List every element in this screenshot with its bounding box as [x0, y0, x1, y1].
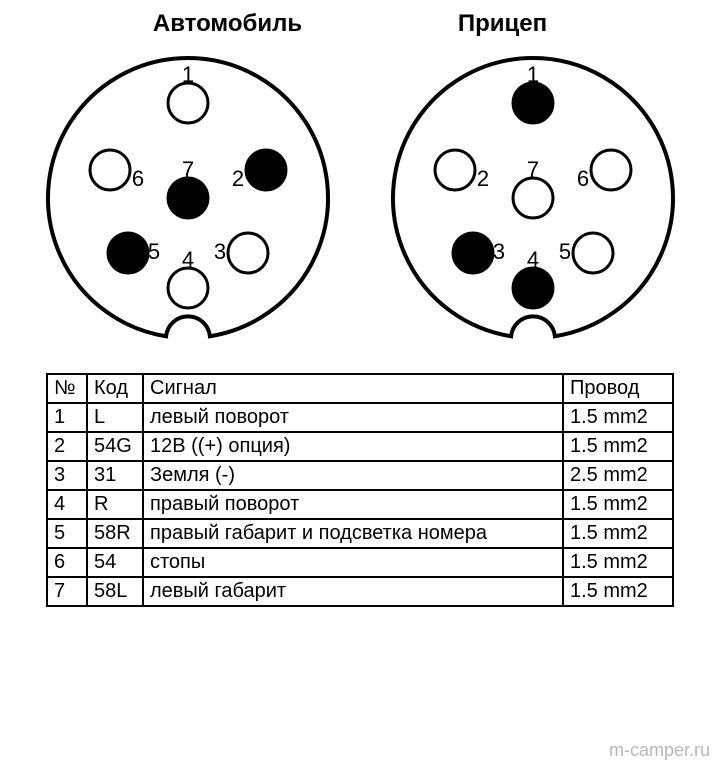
cell-n: 7: [47, 577, 87, 606]
cell-n: 3: [47, 461, 87, 490]
cell-code: R: [87, 490, 143, 519]
watermark: m-camper.ru: [609, 740, 710, 761]
cell-signal: стопы: [143, 548, 563, 577]
cell-n: 4: [47, 490, 87, 519]
pin-label-1: 1: [526, 62, 538, 87]
pin-label-6: 6: [131, 166, 143, 191]
cell-wire: 1.5 mm2: [563, 519, 673, 548]
pin-4: [513, 268, 553, 308]
pin-2: [246, 150, 286, 190]
th-signal: Сигнал: [143, 374, 563, 403]
cell-n: 5: [47, 519, 87, 548]
titles-row: Автомобиль Прицеп: [15, 10, 705, 38]
pinout-table: № Код Сигнал Провод 1Lлевый поворот1.5 m…: [46, 373, 674, 607]
pin-label-3: 3: [213, 239, 225, 264]
cell-n: 1: [47, 403, 87, 432]
cell-code: 54: [87, 548, 143, 577]
cell-signal: правый габарит и подсветка номера: [143, 519, 563, 548]
cell-code: 58R: [87, 519, 143, 548]
pin-7: [513, 178, 553, 218]
title-car: Автомобиль: [153, 10, 302, 38]
th-n: №: [47, 374, 87, 403]
cell-signal: левый поворот: [143, 403, 563, 432]
pin-label-2: 2: [476, 166, 488, 191]
th-code: Код: [87, 374, 143, 403]
table-row: 331Земля (-)2.5 mm2: [47, 461, 673, 490]
cell-signal: правый поворот: [143, 490, 563, 519]
pin-label-5: 5: [558, 239, 570, 264]
pin-3: [228, 233, 268, 273]
cell-code: 58L: [87, 577, 143, 606]
cell-signal: левый габарит: [143, 577, 563, 606]
connector-trailer: 1 2 345 6 7: [383, 48, 683, 348]
pin-5: [108, 233, 148, 273]
cell-wire: 2.5 mm2: [563, 461, 673, 490]
pin-label-5: 5: [147, 239, 159, 264]
pin-6: [90, 150, 130, 190]
pin-label-6: 6: [576, 166, 588, 191]
th-wire: Провод: [563, 374, 673, 403]
cell-n: 6: [47, 548, 87, 577]
pin-label-7: 7: [526, 157, 538, 182]
pin-label-2: 2: [231, 166, 243, 191]
table-row: 758Lлевый габарит1.5 mm2: [47, 577, 673, 606]
table-row: 654стопы1.5 mm2: [47, 548, 673, 577]
cell-signal: 12В ((+) опция): [143, 432, 563, 461]
table-row: 254G12В ((+) опция)1.5 mm2: [47, 432, 673, 461]
cell-wire: 1.5 mm2: [563, 577, 673, 606]
title-trailer: Прицеп: [458, 10, 547, 38]
pin-5: [573, 233, 613, 273]
connector-car: 1 2 345 6 7: [38, 48, 338, 348]
connector-car-svg: 1 2 345 6 7: [38, 48, 338, 348]
pin-label-4: 4: [181, 247, 193, 272]
pin-label-3: 3: [492, 239, 504, 264]
table-header-row: № Код Сигнал Провод: [47, 374, 673, 403]
table-row: 1Lлевый поворот1.5 mm2: [47, 403, 673, 432]
table-row: 4Rправый поворот1.5 mm2: [47, 490, 673, 519]
diagrams-row: 1234567 1234567: [15, 48, 705, 348]
pin-label-1: 1: [181, 62, 193, 87]
cell-wire: 1.5 mm2: [563, 548, 673, 577]
pin-4: [168, 268, 208, 308]
pin-label-7: 7: [181, 157, 193, 182]
pin-2: [435, 150, 475, 190]
pin-6: [591, 150, 631, 190]
cell-code: L: [87, 403, 143, 432]
table-row: 558Rправый габарит и подсветка номера1.5…: [47, 519, 673, 548]
cell-n: 2: [47, 432, 87, 461]
cell-code: 31: [87, 461, 143, 490]
pin-1: [168, 83, 208, 123]
cell-code: 54G: [87, 432, 143, 461]
cell-signal: Земля (-): [143, 461, 563, 490]
pin-1: [513, 83, 553, 123]
pin-7: [168, 178, 208, 218]
cell-wire: 1.5 mm2: [563, 403, 673, 432]
connector-trailer-svg: 1 2 345 6 7: [383, 48, 683, 348]
pin-3: [453, 233, 493, 273]
pin-label-4: 4: [526, 247, 538, 272]
cell-wire: 1.5 mm2: [563, 490, 673, 519]
cell-wire: 1.5 mm2: [563, 432, 673, 461]
